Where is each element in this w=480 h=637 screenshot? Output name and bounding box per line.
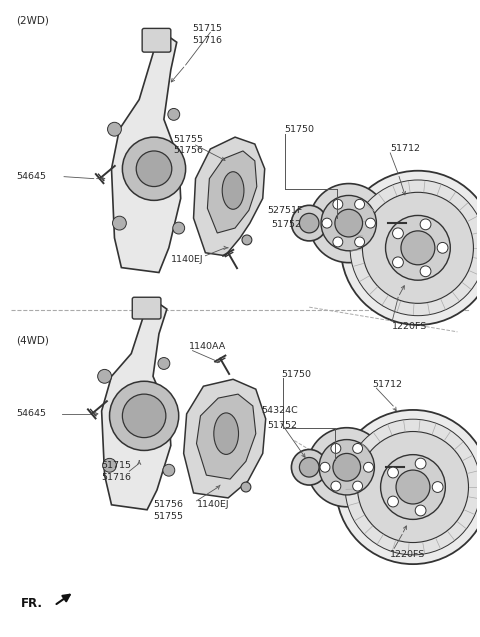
Text: 1140EJ: 1140EJ xyxy=(196,500,229,510)
Text: 51712: 51712 xyxy=(390,145,420,154)
Circle shape xyxy=(108,122,121,136)
Circle shape xyxy=(353,481,362,491)
Circle shape xyxy=(420,266,431,276)
Text: 1220FS: 1220FS xyxy=(390,550,425,559)
Circle shape xyxy=(350,180,480,316)
Text: 51716: 51716 xyxy=(192,36,223,45)
Polygon shape xyxy=(193,137,264,255)
Text: (4WD): (4WD) xyxy=(17,336,49,346)
Circle shape xyxy=(355,199,364,209)
Circle shape xyxy=(333,199,343,209)
Text: 51752: 51752 xyxy=(272,220,301,229)
Text: 51756: 51756 xyxy=(153,500,183,510)
Text: 51755: 51755 xyxy=(153,512,183,521)
Circle shape xyxy=(331,443,341,454)
Ellipse shape xyxy=(214,413,239,454)
Circle shape xyxy=(300,213,319,233)
Circle shape xyxy=(333,237,343,247)
Circle shape xyxy=(163,464,175,476)
FancyBboxPatch shape xyxy=(142,29,171,52)
Circle shape xyxy=(319,440,374,495)
Polygon shape xyxy=(184,379,266,498)
FancyBboxPatch shape xyxy=(132,297,161,319)
Ellipse shape xyxy=(222,172,244,210)
Text: 51755: 51755 xyxy=(174,134,204,143)
Polygon shape xyxy=(102,302,171,510)
Circle shape xyxy=(168,108,180,120)
Text: 51715: 51715 xyxy=(102,461,132,469)
Circle shape xyxy=(336,410,480,564)
Circle shape xyxy=(322,218,332,228)
Text: 54645: 54645 xyxy=(17,410,47,419)
Text: FR.: FR. xyxy=(21,597,43,610)
Circle shape xyxy=(112,216,126,230)
Circle shape xyxy=(401,231,435,265)
Text: 51756: 51756 xyxy=(174,147,204,155)
Text: 51752: 51752 xyxy=(268,421,298,430)
Circle shape xyxy=(393,228,403,239)
Circle shape xyxy=(307,427,386,507)
Text: (2WD): (2WD) xyxy=(17,15,49,25)
Circle shape xyxy=(366,218,375,228)
Circle shape xyxy=(355,237,364,247)
Circle shape xyxy=(393,257,403,268)
Circle shape xyxy=(341,171,480,325)
Circle shape xyxy=(103,459,117,472)
Circle shape xyxy=(388,496,398,507)
Circle shape xyxy=(291,450,327,485)
Circle shape xyxy=(396,470,430,504)
Circle shape xyxy=(300,457,319,477)
Circle shape xyxy=(97,369,111,383)
Circle shape xyxy=(291,205,327,241)
Circle shape xyxy=(415,458,426,469)
Circle shape xyxy=(122,137,186,201)
Text: 1140AA: 1140AA xyxy=(189,342,226,351)
Circle shape xyxy=(420,219,431,230)
Text: 52751F: 52751F xyxy=(268,206,303,215)
Circle shape xyxy=(173,222,185,234)
Circle shape xyxy=(122,394,166,438)
Circle shape xyxy=(353,443,362,454)
Text: 51716: 51716 xyxy=(102,473,132,482)
Circle shape xyxy=(333,454,360,481)
Circle shape xyxy=(109,382,179,450)
Circle shape xyxy=(362,192,473,303)
Polygon shape xyxy=(196,394,256,479)
Circle shape xyxy=(437,243,448,254)
Circle shape xyxy=(363,462,373,472)
Text: 54324C: 54324C xyxy=(262,406,299,415)
Circle shape xyxy=(320,462,330,472)
Text: 1220FS: 1220FS xyxy=(392,322,428,331)
Text: 54645: 54645 xyxy=(17,172,47,181)
Circle shape xyxy=(345,419,480,555)
Circle shape xyxy=(388,467,398,478)
Circle shape xyxy=(432,482,443,492)
Circle shape xyxy=(136,151,172,187)
Circle shape xyxy=(331,481,341,491)
Circle shape xyxy=(381,455,445,519)
Text: 51712: 51712 xyxy=(372,380,402,389)
Circle shape xyxy=(385,215,450,280)
Circle shape xyxy=(335,210,362,237)
Text: 1140EJ: 1140EJ xyxy=(171,255,204,264)
Polygon shape xyxy=(111,35,180,273)
Text: 51750: 51750 xyxy=(281,370,312,379)
Circle shape xyxy=(242,235,252,245)
Circle shape xyxy=(158,357,170,369)
Circle shape xyxy=(415,505,426,516)
Circle shape xyxy=(358,431,468,543)
Text: 51715: 51715 xyxy=(192,24,223,33)
Polygon shape xyxy=(207,151,257,233)
Text: 51750: 51750 xyxy=(285,125,314,134)
Circle shape xyxy=(321,196,376,251)
Circle shape xyxy=(241,482,251,492)
Circle shape xyxy=(309,183,388,262)
